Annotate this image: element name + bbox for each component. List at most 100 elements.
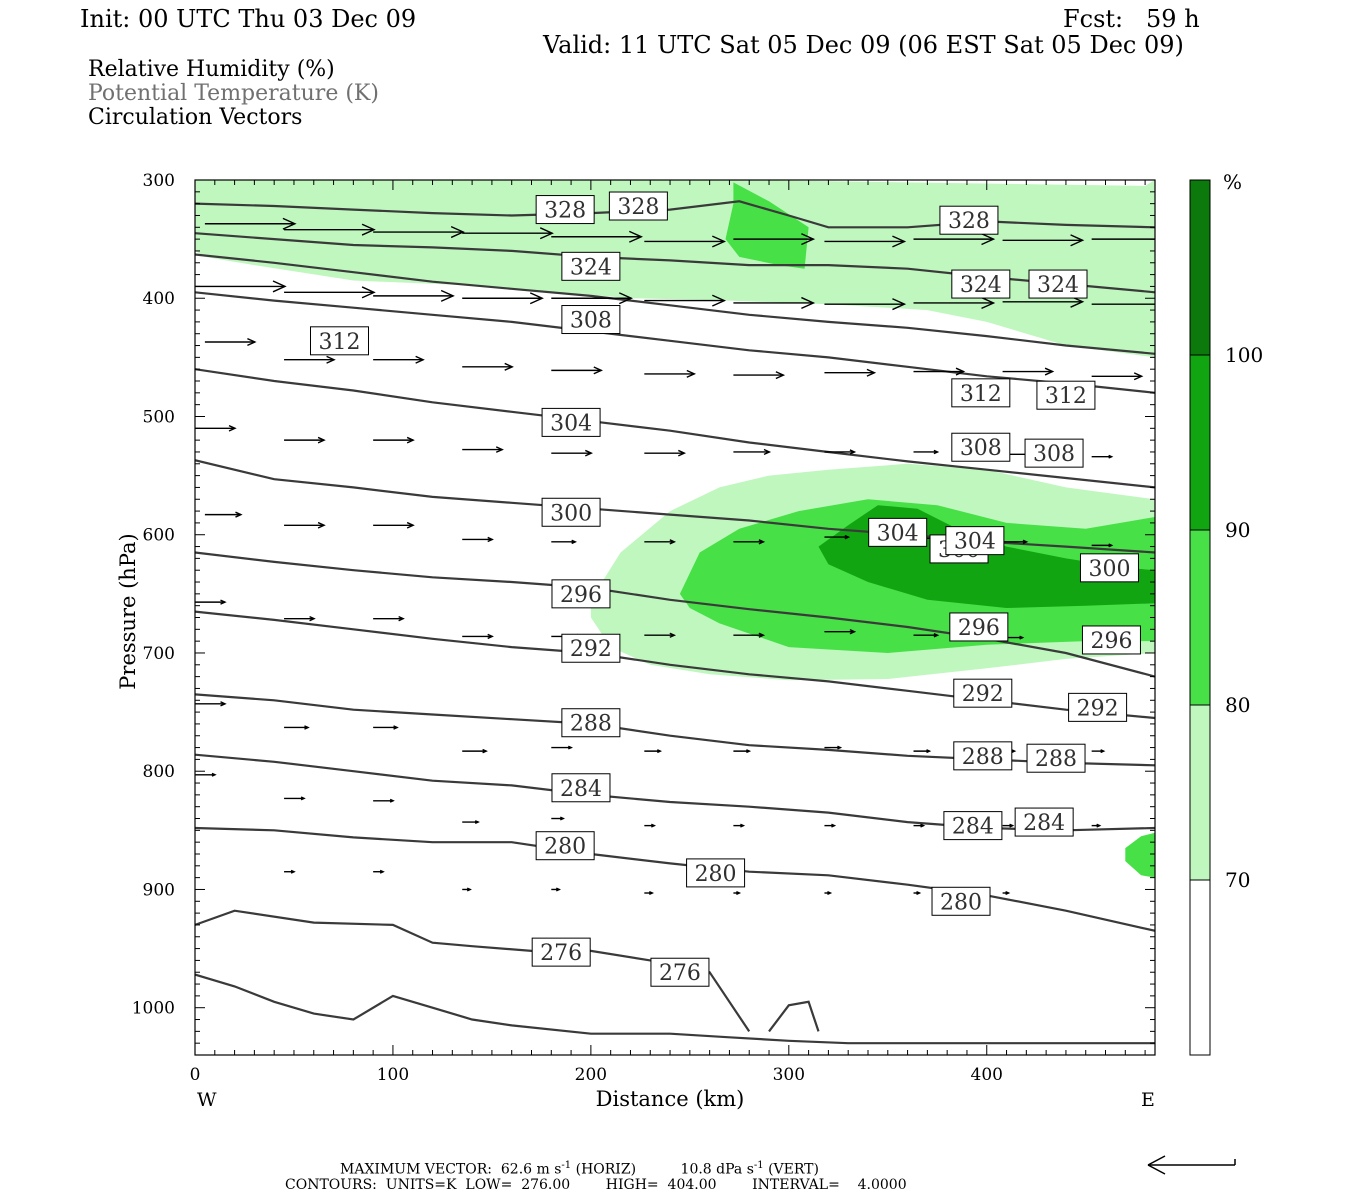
circulation-vector-head: [657, 749, 663, 754]
contour-label-box: [1036, 380, 1096, 410]
x-tick-label: 300: [773, 1065, 805, 1085]
circulation-vector-head: [1009, 823, 1015, 828]
circulation-vector-head: [361, 286, 376, 299]
footer-max-vector: MAXIMUM VECTOR: 62.6 m s-1 (HORIZ) 10.8 …: [340, 1158, 819, 1178]
circulation-vector-head: [1019, 635, 1025, 640]
colorbar-segment: [1189, 354, 1211, 531]
contour-label-box: [551, 773, 611, 803]
circulation-vector-head: [1108, 454, 1114, 459]
contour-label-300: 300: [1088, 557, 1130, 582]
circulation-vector-head: [539, 227, 554, 240]
theta-contour-308: [195, 291, 1155, 394]
circulation-vector-head: [892, 298, 907, 311]
contour-label-box: [1081, 625, 1141, 655]
circulation-vector-head: [669, 539, 677, 545]
circulation-vector-head: [763, 448, 772, 456]
contour-label-312: 312: [1045, 384, 1087, 409]
circulation-vector-head: [398, 616, 405, 622]
circulation-vector-head: [892, 235, 907, 248]
circulation-vector-head: [849, 449, 857, 455]
circulation-vector-head: [844, 534, 851, 540]
circulation-vector-head: [1160, 234, 1172, 245]
circulation-vector-head: [981, 296, 996, 310]
circulation-vector-head: [487, 633, 494, 640]
contour-label-296: 296: [958, 616, 1000, 641]
circulation-vector-head: [300, 796, 306, 801]
circulation-vector-head: [389, 798, 395, 803]
circulation-vector-head: [981, 233, 996, 246]
contour-label-308: 308: [1033, 442, 1075, 467]
colorbar-label: 100: [1225, 343, 1263, 367]
init-time: Init: 00 UTC Thu 03 Dec 09: [80, 5, 417, 33]
west-label: W: [197, 1089, 217, 1111]
contour-label-box: [1028, 269, 1088, 299]
footer-contours: CONTOURS: UNITS=K LOW= 276.00 HIGH= 404.…: [285, 1177, 907, 1193]
y-tick-label: 600: [143, 526, 175, 546]
circulation-vector-head: [1022, 539, 1029, 545]
y-tick-label: 500: [143, 407, 175, 427]
circulation-vector-head: [317, 521, 326, 529]
theta-contour-280: [195, 826, 1155, 932]
contour-label-324: 324: [960, 273, 1002, 298]
circulation-vector-head: [304, 725, 310, 730]
circulation-vector-head: [775, 371, 786, 380]
circulation-vector-head: [406, 436, 415, 444]
contour-label-box: [953, 678, 1013, 708]
circulation-vector-head: [736, 891, 742, 895]
contour-label-304: 304: [550, 411, 592, 436]
contour-label-box: [951, 378, 1011, 408]
y-tick-label: 900: [143, 880, 175, 900]
contour-label-box: [650, 957, 710, 987]
contour-label-296: 296: [560, 583, 602, 608]
contour-label-box: [561, 305, 621, 335]
contour-label-276: 276: [540, 941, 582, 966]
circulation-vector-head: [309, 616, 316, 622]
circulation-vector-head: [933, 449, 940, 455]
y-tick-label: 300: [143, 171, 175, 191]
circulation-vector-head: [1005, 891, 1011, 895]
circulation-vector-head: [866, 368, 877, 377]
circulation-vector-head: [649, 891, 655, 895]
contour-label-box: [949, 612, 1009, 642]
circulation-vector-head: [482, 748, 488, 754]
contour-label-box: [1068, 692, 1128, 722]
circulation-vector-head: [831, 823, 837, 828]
contour-label-box: [309, 326, 369, 356]
contour-label-box: [931, 886, 991, 916]
circulation-vector-head: [801, 296, 816, 310]
contour-label-312: 312: [960, 382, 1002, 407]
contour-label-box: [1026, 743, 1086, 773]
circulation-vector-head: [801, 233, 816, 246]
colorbar-segment: [1189, 179, 1211, 356]
contour-label-284: 284: [952, 815, 994, 840]
circulation-vector-head: [220, 599, 227, 605]
circulation-vector-head: [272, 280, 287, 293]
colorbar-label: 70: [1225, 868, 1250, 892]
theta-contour-312: [195, 253, 1155, 355]
y-tick-label: 700: [143, 644, 175, 664]
circulation-vector-head: [361, 223, 376, 236]
circulation-vector-head: [450, 225, 465, 239]
contour-label-288: 288: [570, 712, 612, 737]
contour-label-304: 304: [877, 521, 919, 546]
y-tick-label: 800: [143, 762, 175, 782]
circulation-vector-head: [669, 632, 677, 638]
circulation-vector-head: [568, 745, 573, 750]
contour-label-292: 292: [962, 682, 1004, 707]
circulation-vector-head: [955, 367, 966, 376]
circulation-vector-head: [440, 289, 455, 302]
contour-label-box: [561, 251, 621, 281]
contour-label-box: [561, 708, 621, 738]
circulation-vector-head: [1070, 234, 1085, 247]
x-tick-label: 0: [190, 1065, 201, 1085]
theta-contour-276: [768, 1000, 820, 1033]
circulation-vector-head: [495, 446, 504, 453]
rh-shading-70-80: [195, 180, 1155, 358]
contour-label-308: 308: [570, 309, 612, 334]
contour-label-box: [686, 858, 746, 888]
colorbar-label: 90: [1225, 518, 1250, 542]
reference-vector-head: [1147, 1164, 1166, 1175]
y-tick-label: 400: [143, 289, 175, 309]
reference-vector-head: [1147, 1155, 1166, 1166]
circulation-vector-head: [678, 449, 687, 457]
